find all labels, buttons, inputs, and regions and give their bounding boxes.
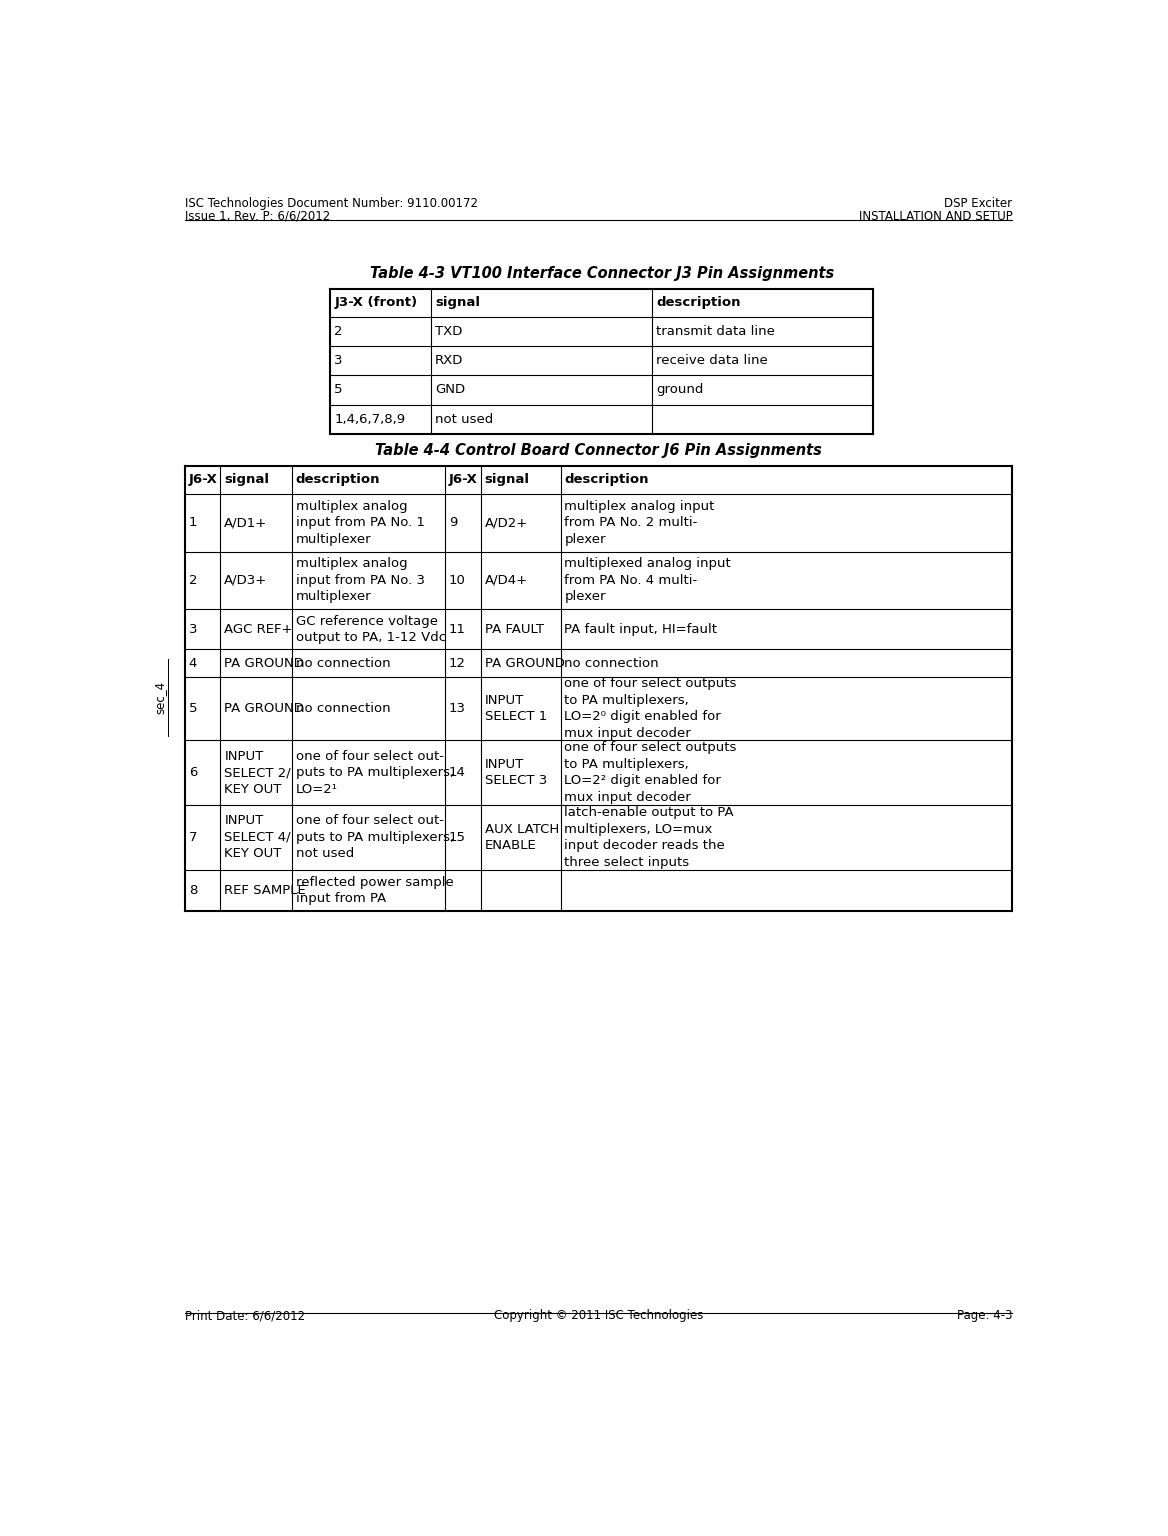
Text: 15: 15 (449, 831, 466, 843)
Text: 10: 10 (449, 574, 466, 587)
Text: transmit data line: transmit data line (656, 326, 774, 338)
Text: signal: signal (434, 296, 480, 309)
Text: AUX LATCH
ENABLE: AUX LATCH ENABLE (485, 823, 559, 852)
Text: signal: signal (224, 473, 270, 487)
Text: A/D4+: A/D4+ (485, 574, 528, 587)
Text: 1,4,6,7,8,9: 1,4,6,7,8,9 (334, 413, 405, 425)
Text: no connection: no connection (296, 657, 390, 670)
Text: 13: 13 (449, 702, 466, 716)
Text: GC reference voltage
output to PA, 1-12 Vdc: GC reference voltage output to PA, 1-12 … (296, 614, 446, 644)
Text: REF SAMPLE: REF SAMPLE (224, 883, 306, 897)
Text: one of four select outputs
to PA multiplexers,
LO=2⁰ digit enabled for
mux input: one of four select outputs to PA multipl… (564, 677, 737, 740)
Text: sec_4: sec_4 (153, 680, 167, 714)
Text: INPUT
SELECT 1: INPUT SELECT 1 (485, 694, 547, 723)
Text: INPUT
SELECT 2/
KEY OUT: INPUT SELECT 2/ KEY OUT (224, 750, 291, 796)
Text: receive data line: receive data line (656, 355, 767, 367)
Text: reflected power sample
input from PA: reflected power sample input from PA (296, 876, 453, 905)
Text: 11: 11 (449, 624, 466, 636)
Text: A/D3+: A/D3+ (224, 574, 267, 587)
Text: not used: not used (434, 413, 493, 425)
Text: J3-X (front): J3-X (front) (334, 296, 417, 309)
Text: 1: 1 (188, 516, 197, 530)
Text: GND: GND (434, 384, 465, 396)
Text: ISC Technologies Document Number: 9110.00172: ISC Technologies Document Number: 9110.0… (185, 197, 478, 209)
Text: J6-X: J6-X (449, 473, 478, 487)
Text: description: description (296, 473, 380, 487)
Text: 4: 4 (188, 657, 197, 670)
Text: RXD: RXD (434, 355, 464, 367)
Text: PA GROUND: PA GROUND (224, 657, 304, 670)
Text: AGC REF+: AGC REF+ (224, 624, 293, 636)
Text: no connection: no connection (296, 702, 390, 716)
Text: description: description (656, 296, 741, 309)
Text: Table 4-4 Control Board Connector J6 Pin Assignments: Table 4-4 Control Board Connector J6 Pin… (375, 442, 822, 458)
Text: INSTALLATION AND SETUP: INSTALLATION AND SETUP (858, 210, 1013, 223)
Text: PA GROUND: PA GROUND (485, 657, 564, 670)
Text: 7: 7 (188, 831, 197, 843)
Text: signal: signal (485, 473, 529, 487)
Text: multiplex analog input
from PA No. 2 multi-
plexer: multiplex analog input from PA No. 2 mul… (564, 499, 715, 545)
Text: multiplex analog
input from PA No. 1
multiplexer: multiplex analog input from PA No. 1 mul… (296, 499, 425, 545)
Text: no connection: no connection (564, 657, 659, 670)
Text: 5: 5 (334, 384, 343, 396)
Text: 2: 2 (188, 574, 197, 587)
Text: INPUT
SELECT 4/
KEY OUT: INPUT SELECT 4/ KEY OUT (224, 814, 291, 860)
Text: Table 4-3 VT100 Interface Connector J3 Pin Assignments: Table 4-3 VT100 Interface Connector J3 P… (369, 266, 834, 281)
Text: 9: 9 (449, 516, 458, 530)
Text: 12: 12 (449, 657, 466, 670)
Text: PA fault input, HI=fault: PA fault input, HI=fault (564, 624, 717, 636)
Text: ground: ground (656, 384, 703, 396)
Text: 3: 3 (188, 624, 197, 636)
Text: one of four select out-
puts to PA multiplexers,
LO=2¹: one of four select out- puts to PA multi… (296, 750, 453, 796)
Text: 8: 8 (188, 883, 197, 897)
Text: 5: 5 (188, 702, 197, 716)
Text: INPUT
SELECT 3: INPUT SELECT 3 (485, 757, 547, 788)
Text: J6-X: J6-X (188, 473, 217, 487)
Text: 3: 3 (334, 355, 343, 367)
Text: TXD: TXD (434, 326, 463, 338)
Text: multiplexed analog input
from PA No. 4 multi-
plexer: multiplexed analog input from PA No. 4 m… (564, 558, 731, 604)
Text: A/D2+: A/D2+ (485, 516, 528, 530)
Text: Print Date: 6/6/2012: Print Date: 6/6/2012 (185, 1309, 305, 1322)
Text: PA FAULT: PA FAULT (485, 624, 543, 636)
Text: PA GROUND: PA GROUND (224, 702, 304, 716)
Text: Page: 4-3: Page: 4-3 (957, 1309, 1013, 1322)
Text: 2: 2 (334, 326, 343, 338)
Text: multiplex analog
input from PA No. 3
multiplexer: multiplex analog input from PA No. 3 mul… (296, 558, 425, 604)
Text: 6: 6 (188, 766, 197, 779)
Text: Copyright © 2011 ISC Technologies: Copyright © 2011 ISC Technologies (494, 1309, 703, 1322)
Text: 14: 14 (449, 766, 466, 779)
Text: DSP Exciter: DSP Exciter (944, 197, 1013, 209)
Text: latch-enable output to PA
multiplexers, LO=mux
input decoder reads the
three sel: latch-enable output to PA multiplexers, … (564, 806, 735, 868)
Text: A/D1+: A/D1+ (224, 516, 267, 530)
Text: one of four select out-
puts to PA multiplexers,
not used: one of four select out- puts to PA multi… (296, 814, 453, 860)
Text: one of four select outputs
to PA multiplexers,
LO=2² digit enabled for
mux input: one of four select outputs to PA multipl… (564, 742, 737, 803)
Text: description: description (564, 473, 649, 487)
Text: Issue 1, Rev. P: 6/6/2012: Issue 1, Rev. P: 6/6/2012 (185, 210, 331, 223)
